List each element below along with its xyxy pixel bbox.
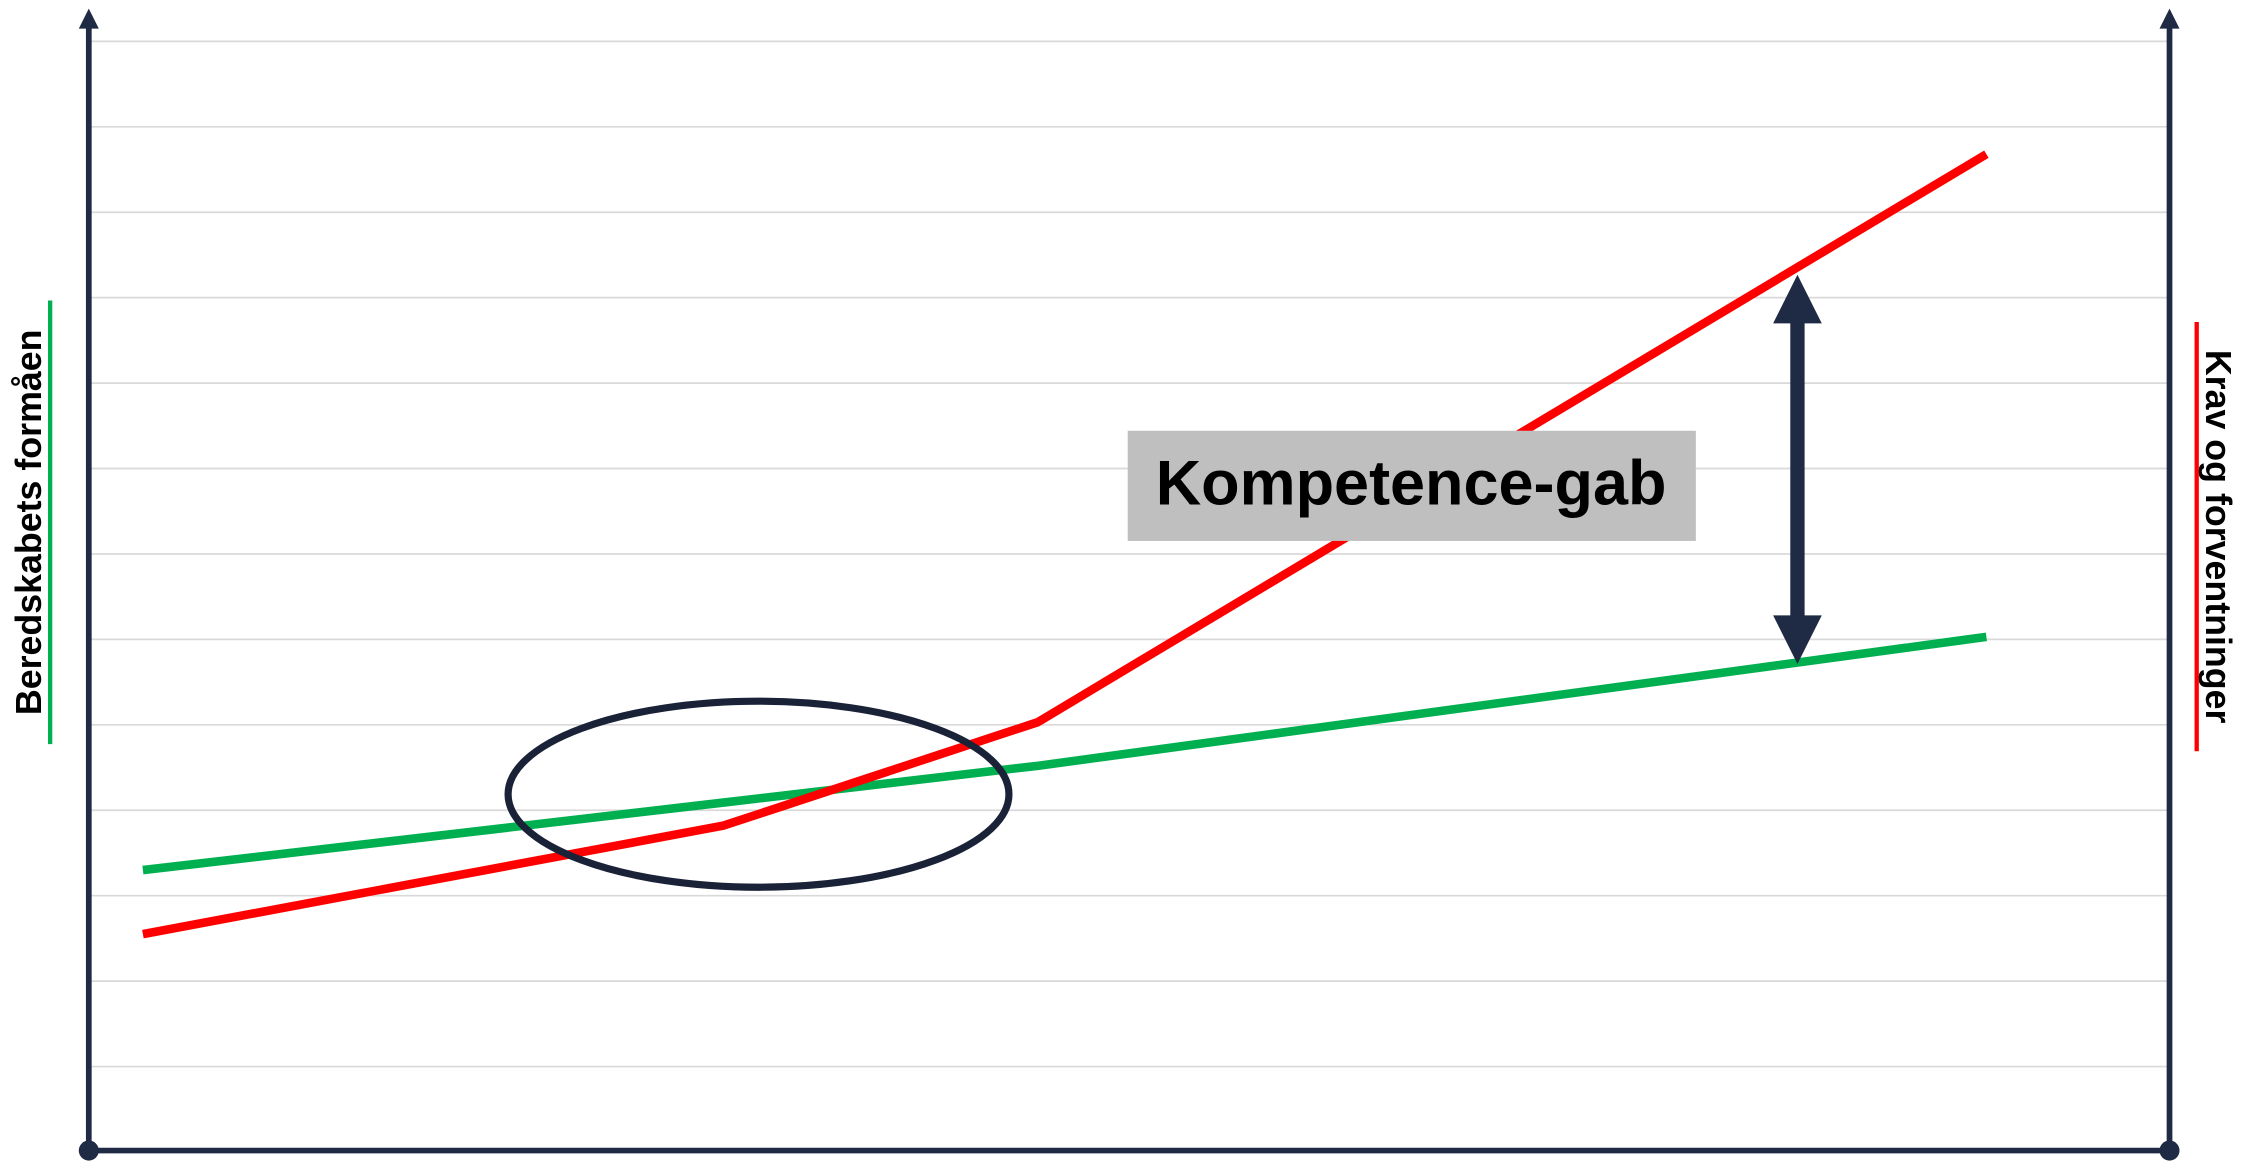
highlight-ellipse xyxy=(504,697,1013,891)
axis-dot xyxy=(78,1140,99,1161)
grid xyxy=(88,40,2170,1068)
data-line xyxy=(142,150,1989,939)
y2-axis-label: Krav og forventninger xyxy=(2198,350,2238,724)
lines xyxy=(142,150,1989,939)
axis-dot xyxy=(2159,1140,2180,1161)
arrow-head xyxy=(1773,274,1822,324)
gap-arrow xyxy=(1773,274,1822,664)
annotation-box xyxy=(1127,430,1696,541)
axes xyxy=(78,8,2180,1161)
arrow-head xyxy=(1773,615,1822,664)
data-line xyxy=(142,632,1987,875)
arrow-shaft xyxy=(1790,317,1805,622)
left-axis-arrow xyxy=(78,8,99,29)
y-axis-label: Beredskabets formåen xyxy=(9,330,49,716)
annotation: Kompetence-gab xyxy=(1156,449,1667,519)
right-axis-arrow xyxy=(2159,8,2180,29)
